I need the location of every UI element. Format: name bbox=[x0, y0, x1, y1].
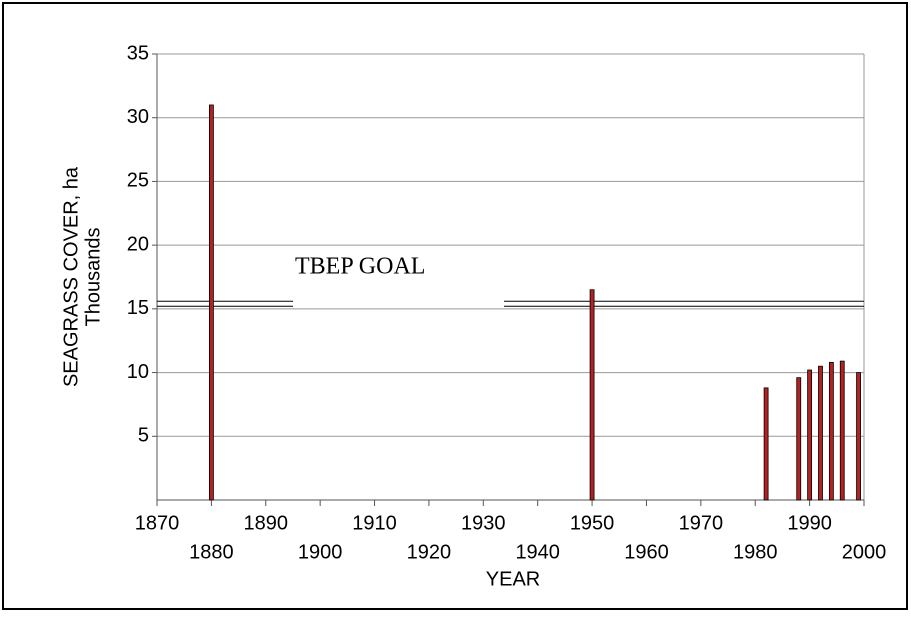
x-tick-label: 1930 bbox=[461, 512, 506, 534]
x-tick-label: 1960 bbox=[624, 541, 669, 563]
x-tick-label: 1940 bbox=[515, 541, 560, 563]
x-tick-label: 1900 bbox=[298, 541, 343, 563]
y-tick-label: 30 bbox=[127, 106, 149, 128]
y-axis-label-2: Thousands bbox=[82, 228, 104, 327]
x-tick-label: 1920 bbox=[407, 541, 452, 563]
bar bbox=[828, 361, 834, 501]
annotation: TBEP GOAL bbox=[295, 254, 425, 280]
bar bbox=[856, 372, 861, 501]
y-axis-label: SEAGRASS COVER, ha bbox=[60, 166, 82, 387]
bar bbox=[839, 360, 845, 501]
bar bbox=[818, 365, 823, 501]
y-tick-label: 25 bbox=[127, 170, 149, 192]
bar bbox=[589, 289, 595, 501]
frame bbox=[2, 2, 908, 610]
y-tick-label: 20 bbox=[127, 233, 149, 255]
y-tick-label: 5 bbox=[138, 425, 149, 447]
x-tick-label: 1870 bbox=[135, 512, 180, 534]
y-tick-label: 10 bbox=[127, 361, 149, 383]
bar bbox=[807, 369, 813, 501]
x-tick-label: 1980 bbox=[733, 541, 778, 563]
x-tick-label: 1890 bbox=[244, 512, 289, 534]
x-tick-label: 1910 bbox=[352, 512, 397, 534]
x-tick-label: 1990 bbox=[787, 512, 832, 534]
bar bbox=[208, 104, 214, 501]
bar bbox=[763, 387, 769, 501]
y-tick-label: 35 bbox=[127, 42, 149, 64]
x-tick-label: 2000 bbox=[842, 541, 887, 563]
x-tick-label: 1970 bbox=[679, 512, 724, 534]
x-tick-label: 1950 bbox=[570, 512, 615, 534]
x-axis-label: YEAR bbox=[486, 568, 540, 590]
bar bbox=[796, 377, 802, 501]
x-tick-label: 1880 bbox=[189, 541, 234, 563]
y-tick-label: 15 bbox=[127, 297, 149, 319]
